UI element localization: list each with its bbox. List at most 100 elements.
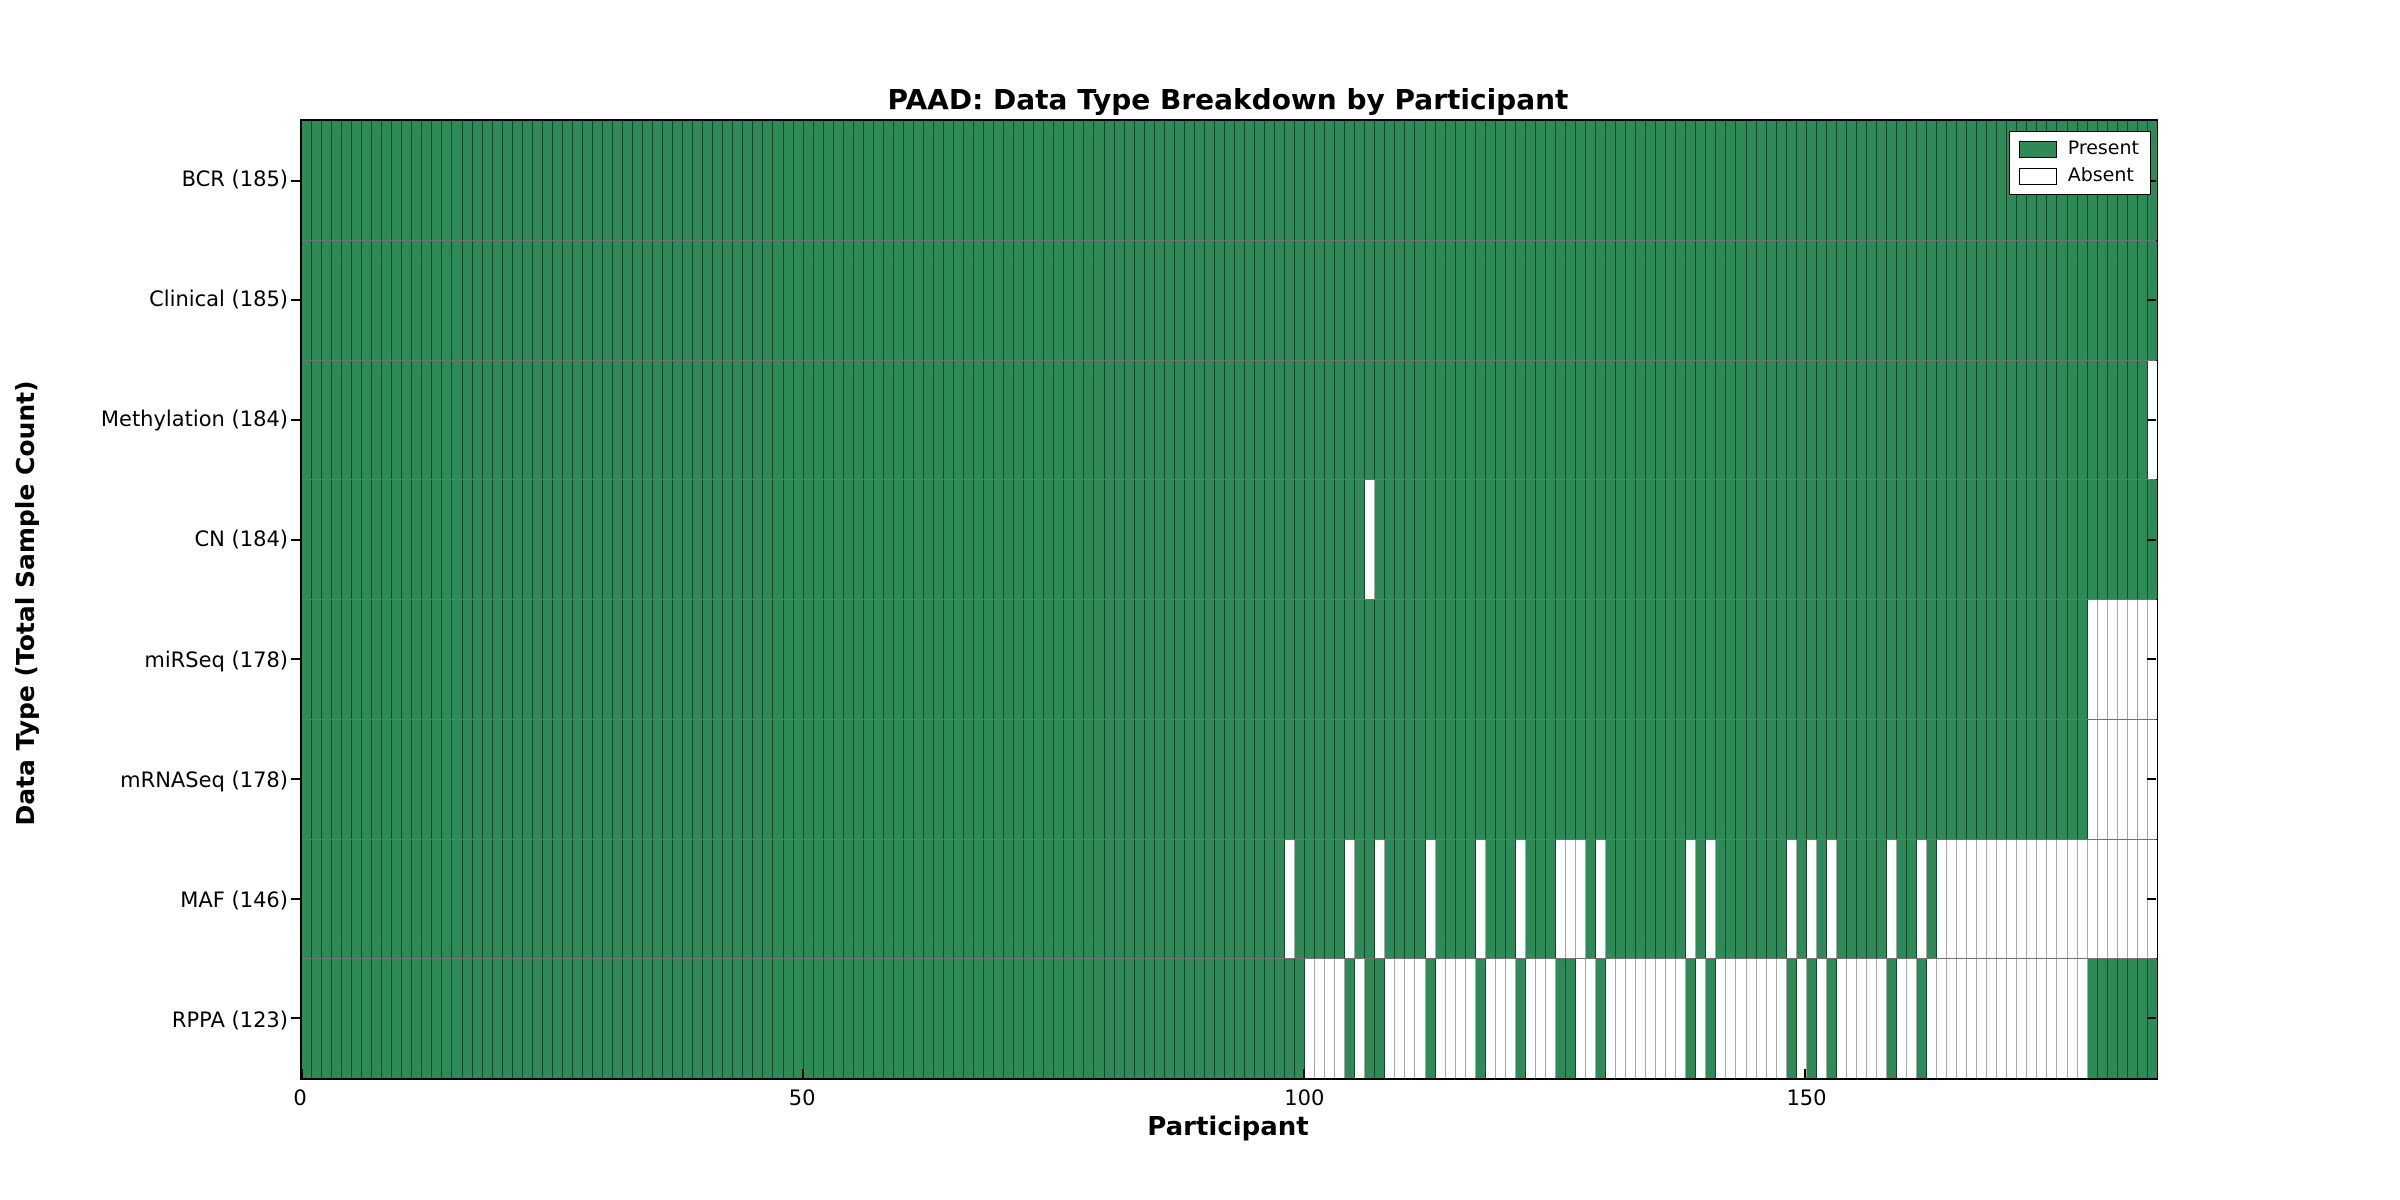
cell-RPPA-88 (1184, 959, 1195, 1078)
cell-mRNASeq-161 (1917, 719, 1928, 839)
cell-miRSeq-144 (1746, 600, 1757, 719)
cell-CN-71 (1014, 480, 1025, 599)
cell-miRSeq-158 (1886, 600, 1897, 719)
cell-RPPA-117 (1475, 959, 1486, 1078)
cell-RPPA-167 (1977, 959, 1988, 1078)
cell-mRNASeq-154 (1846, 719, 1857, 839)
cell-Clinical-59 (893, 240, 904, 360)
cell-MAF-13 (432, 839, 443, 959)
cell-mRNASeq-110 (1405, 719, 1416, 839)
cell-mRNASeq-173 (2037, 719, 2048, 839)
cell-RPPA-95 (1254, 959, 1265, 1078)
cell-CN-49 (793, 480, 804, 599)
cell-BCR-86 (1164, 121, 1175, 240)
cell-MAF-12 (422, 839, 433, 959)
cell-mRNASeq-71 (1014, 719, 1025, 839)
cell-Methylation-105 (1355, 360, 1366, 480)
cell-miRSeq-4 (342, 600, 353, 719)
cell-CN-52 (823, 480, 834, 599)
cell-MAF-41 (713, 839, 724, 959)
cell-miRSeq-41 (713, 600, 724, 719)
cell-BCR-131 (1616, 121, 1627, 240)
cell-CN-10 (402, 480, 413, 599)
cell-MAF-106 (1365, 839, 1376, 959)
cell-RPPA-174 (2047, 959, 2058, 1078)
cell-Methylation-135 (1656, 360, 1667, 480)
cell-RPPA-2 (322, 959, 333, 1078)
cell-RPPA-74 (1044, 959, 1055, 1078)
cell-miRSeq-39 (693, 600, 704, 719)
cell-MAF-93 (1234, 839, 1245, 959)
cell-Methylation-104 (1345, 360, 1356, 480)
cell-Methylation-29 (592, 360, 603, 480)
cell-RPPA-162 (1927, 959, 1938, 1078)
cell-BCR-73 (1034, 121, 1045, 240)
cell-mRNASeq-76 (1064, 719, 1075, 839)
cell-mRNASeq-114 (1445, 719, 1456, 839)
cell-Methylation-157 (1876, 360, 1887, 480)
cell-miRSeq-146 (1766, 600, 1777, 719)
cell-BCR-116 (1465, 121, 1476, 240)
cell-RPPA-60 (903, 959, 914, 1078)
cell-MAF-121 (1515, 839, 1526, 959)
cell-CN-7 (372, 480, 383, 599)
cell-mRNASeq-77 (1074, 719, 1085, 839)
cell-MAF-54 (843, 839, 854, 959)
cell-mRNASeq-138 (1686, 719, 1697, 839)
cell-RPPA-143 (1736, 959, 1747, 1078)
cell-BCR-68 (984, 121, 995, 240)
cell-CN-54 (843, 480, 854, 599)
cell-BCR-99 (1295, 121, 1306, 240)
cell-mRNASeq-68 (984, 719, 995, 839)
cell-BCR-12 (422, 121, 433, 240)
cell-Clinical-19 (492, 240, 503, 360)
cell-RPPA-134 (1646, 959, 1657, 1078)
cell-Clinical-40 (703, 240, 714, 360)
cell-BCR-54 (843, 121, 854, 240)
cell-RPPA-158 (1886, 959, 1897, 1078)
cell-miRSeq-98 (1285, 600, 1296, 719)
cell-RPPA-24 (542, 959, 553, 1078)
cell-mRNASeq-150 (1806, 719, 1817, 839)
cell-BCR-15 (452, 121, 463, 240)
cell-Methylation-89 (1194, 360, 1205, 480)
cell-RPPA-11 (412, 959, 423, 1078)
cell-miRSeq-157 (1876, 600, 1887, 719)
cell-MAF-2 (322, 839, 333, 959)
cell-RPPA-21 (512, 959, 523, 1078)
cell-mRNASeq-176 (2067, 719, 2078, 839)
cell-MAF-166 (1967, 839, 1978, 959)
y-tick-label-CN: CN (184) (194, 527, 288, 552)
cell-BCR-24 (542, 121, 553, 240)
cell-Clinical-55 (853, 240, 864, 360)
cell-Methylation-62 (923, 360, 934, 480)
cell-RPPA-20 (502, 959, 513, 1078)
cell-MAF-128 (1586, 839, 1597, 959)
cell-mRNASeq-97 (1275, 719, 1286, 839)
cell-miRSeq-160 (1907, 600, 1918, 719)
cell-miRSeq-172 (2027, 600, 2038, 719)
cell-Clinical-140 (1706, 240, 1717, 360)
cell-Methylation-76 (1064, 360, 1075, 480)
cell-Clinical-102 (1325, 240, 1336, 360)
cell-Methylation-84 (1144, 360, 1155, 480)
cell-Methylation-180 (2107, 360, 2118, 480)
y-tick-label-mRNASeq: mRNASeq (178) (120, 767, 288, 792)
cell-Methylation-82 (1124, 360, 1135, 480)
y-tick-right-miRSeq (2147, 658, 2156, 661)
cell-mRNASeq-168 (1987, 719, 1998, 839)
cell-mRNASeq-83 (1134, 719, 1145, 839)
cell-CN-135 (1656, 480, 1667, 599)
cell-miRSeq-107 (1375, 600, 1386, 719)
cell-CN-178 (2087, 480, 2098, 599)
cell-MAF-60 (903, 839, 914, 959)
cell-CN-30 (602, 480, 613, 599)
cell-miRSeq-115 (1455, 600, 1466, 719)
cell-BCR-106 (1365, 121, 1376, 240)
cell-Clinical-172 (2027, 240, 2038, 360)
cell-BCR-39 (693, 121, 704, 240)
cell-Methylation-100 (1305, 360, 1316, 480)
cell-BCR-26 (562, 121, 573, 240)
cell-Methylation-1 (312, 360, 323, 480)
cell-MAF-133 (1636, 839, 1647, 959)
